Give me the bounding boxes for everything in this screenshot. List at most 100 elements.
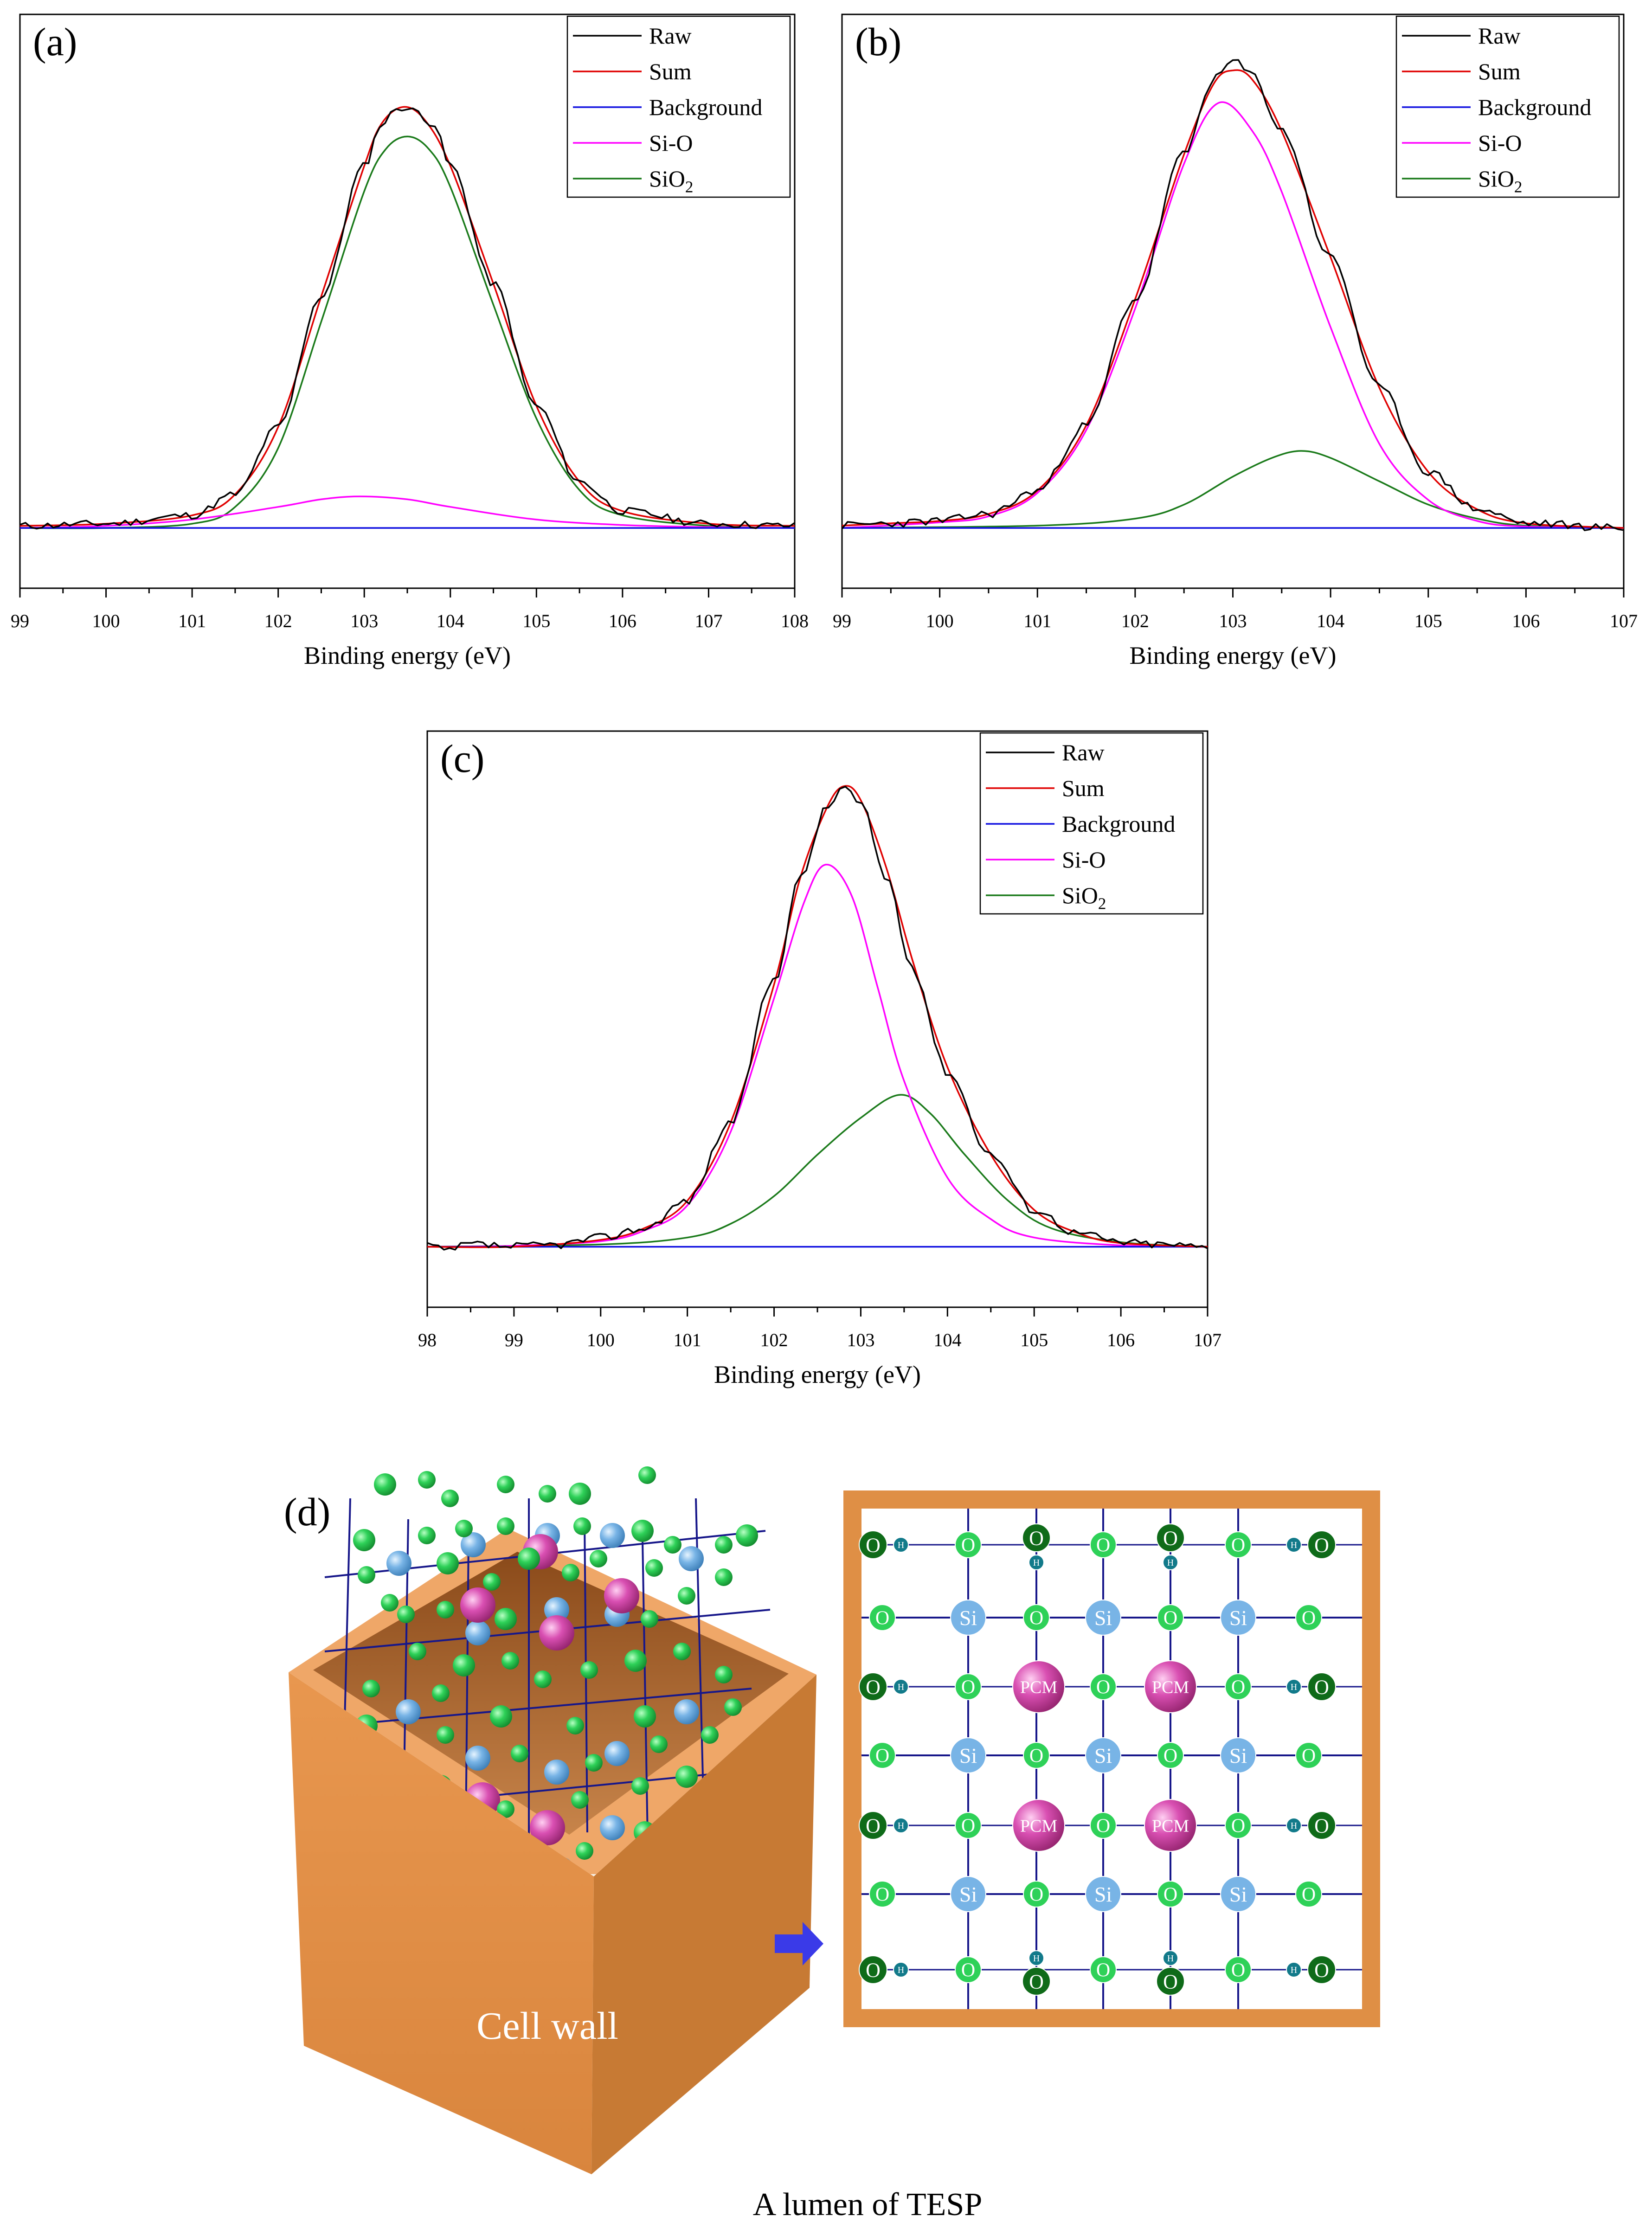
svg-text:H: H (898, 1682, 904, 1692)
hydrogen-atom: H (1286, 1818, 1302, 1833)
oxygen-atom (453, 1654, 475, 1677)
oxygen-atom (432, 1684, 450, 1702)
svg-text:Si: Si (959, 1606, 977, 1630)
x-tick-label: 105 (1414, 610, 1442, 631)
svg-text:O: O (1231, 1677, 1245, 1698)
svg-text:Si: Si (1094, 1882, 1112, 1906)
svg-text:Si: Si (959, 1882, 977, 1906)
hydrogen-atom: H (893, 1962, 909, 1978)
x-tick-label: 104 (933, 1330, 961, 1350)
x-tick-label: 102 (760, 1330, 788, 1350)
svg-text:O: O (1029, 1746, 1043, 1767)
svg-text:O: O (1029, 1970, 1044, 1993)
x-tick-label: 101 (1023, 610, 1051, 631)
x-tick-label: 99 (833, 610, 851, 631)
series-line-sio- (842, 450, 1624, 529)
oxygen-atom (631, 1520, 654, 1542)
oxygen-atom (678, 1587, 695, 1605)
hydroxyl-oxygen: O (1022, 1523, 1051, 1552)
oxygen-atom (511, 1745, 528, 1762)
chart-panel-b: 99 100 101 102 103 104 105 106 107 Binding energy… (833, 13, 1638, 669)
oxygen-atom (534, 1670, 552, 1688)
silicon-atom (396, 1699, 421, 1724)
oxygen-atom (624, 1650, 647, 1672)
x-tick-label: 100 (92, 610, 120, 631)
oxygen-atom: O (869, 1742, 896, 1769)
silicon-atom (465, 1746, 490, 1771)
x-tick-label: 107 (1610, 610, 1638, 631)
legend-entry: Background (1478, 94, 1591, 120)
oxygen-atom: O (955, 1673, 982, 1700)
oxygen-atom: O (1023, 1742, 1050, 1769)
pcm-molecule: PCM (1012, 1660, 1065, 1713)
legend-entry: Si-O (1062, 847, 1106, 873)
legend: Raw Sum Background Si-O SiO2 (1395, 15, 1620, 198)
svg-text:O: O (1231, 1960, 1245, 1981)
silicon-atom (600, 1815, 625, 1840)
panel-label-d: (d) (284, 1490, 330, 1534)
svg-text:O: O (961, 1535, 975, 1556)
hydroxyl-oxygen: O (1307, 1811, 1336, 1840)
oxygen-atom (569, 1483, 591, 1505)
silicon-atom (465, 1620, 490, 1645)
series-line-si-o (19, 495, 795, 529)
diagram-caption: A lumen of TESP (753, 2187, 983, 2223)
legend-entry: Si-O (1478, 130, 1522, 156)
series-line-sum (19, 106, 795, 527)
legend-entry: Raw (1062, 739, 1105, 765)
svg-text:Si: Si (1094, 1744, 1112, 1767)
svg-text:O: O (1096, 1960, 1110, 1981)
oxygen-atom (590, 1550, 607, 1567)
legend-entry: SiO2 (1062, 882, 1106, 913)
silicon-atom: Si (950, 1876, 986, 1912)
svg-text:O: O (866, 1959, 881, 1981)
x-tick-label: 106 (609, 610, 636, 631)
oxygen-atom (497, 1517, 514, 1535)
x-tick-label: 105 (522, 610, 550, 631)
x-tick-label: 102 (264, 610, 292, 631)
oxygen-atom (418, 1471, 436, 1489)
panel-label: (c) (440, 736, 484, 781)
svg-text:O: O (1163, 1884, 1177, 1906)
x-tick-label: 101 (178, 610, 206, 631)
silicon-atom: Si (1085, 1876, 1121, 1912)
svg-text:O: O (961, 1960, 975, 1981)
oxygen-atom (562, 1564, 579, 1581)
svg-text:O: O (1163, 1970, 1178, 1993)
oxygen-atom (566, 1717, 584, 1734)
oxygen-atom (650, 1735, 668, 1753)
legend-entry: Sum (649, 58, 692, 84)
silicon-atom (679, 1546, 704, 1571)
oxygen-atom: O (1157, 1604, 1184, 1631)
lumen-schematic: O H O OHO OHO OHO H O OHO OHO OHO O O OSi Si SiO O O OSi Si… (843, 1490, 1380, 2027)
hydroxyl-oxygen: O (1156, 1967, 1185, 1996)
hydroxyl-oxygen: O (859, 1955, 887, 1984)
oxygen-atom (490, 1705, 512, 1728)
svg-text:H: H (1167, 1953, 1174, 1964)
series-line-sum (842, 69, 1624, 529)
svg-text:O: O (1163, 1608, 1177, 1629)
box-front-left-face (289, 1672, 594, 2174)
oxygen-atom (441, 1490, 459, 1507)
legend-entry: Background (1062, 811, 1175, 837)
svg-text:O: O (875, 1608, 889, 1629)
svg-text:O: O (1096, 1535, 1110, 1556)
oxygen-atom: O (1295, 1881, 1322, 1908)
legend-entry: Raw (1478, 23, 1521, 49)
svg-text:O: O (1096, 1677, 1110, 1698)
legend-entry: Background (649, 94, 762, 120)
chart-panel-c: 98 99 100 101 102 103 104 105 106 107 Binding ener… (418, 730, 1221, 1388)
svg-text:Si: Si (1229, 1606, 1247, 1630)
svg-text:O: O (1231, 1535, 1245, 1556)
oxygen-atom: O (1225, 1812, 1252, 1839)
oxygen-atom (437, 1726, 454, 1744)
svg-text:O: O (1302, 1608, 1316, 1629)
svg-text:O: O (1029, 1884, 1043, 1906)
svg-text:H: H (1167, 1558, 1174, 1568)
oxygen-atom (571, 1791, 589, 1809)
legend: Raw Sum Background Si-O SiO2 (979, 732, 1204, 915)
x-tick-label: 107 (1194, 1330, 1221, 1350)
oxygen-atom (362, 1680, 380, 1697)
svg-text:O: O (866, 1534, 881, 1556)
